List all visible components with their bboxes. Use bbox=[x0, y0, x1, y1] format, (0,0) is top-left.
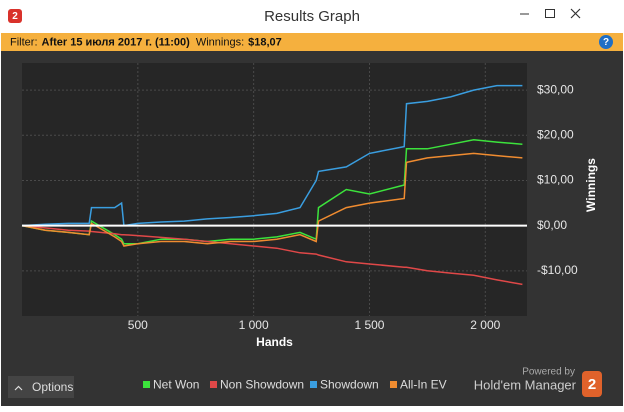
filter-bar bbox=[1, 33, 623, 51]
window-title: Results Graph bbox=[264, 8, 360, 25]
series-line bbox=[21, 152, 523, 247]
close-button[interactable] bbox=[570, 8, 581, 19]
x-tick-label: 1 500 bbox=[354, 318, 384, 332]
filter-value: After 15 июля 2017 г. (11:00) bbox=[42, 36, 191, 48]
legend-label: All-In EV bbox=[400, 378, 447, 392]
x-tick-label: 2 000 bbox=[470, 318, 500, 332]
x-tick-label: 500 bbox=[128, 318, 148, 332]
maximize-button[interactable] bbox=[545, 9, 555, 18]
winnings-value: $18,07 bbox=[248, 36, 282, 48]
legend-swatch bbox=[310, 381, 317, 388]
y-tick-label: $10,00 bbox=[537, 173, 574, 187]
help-button[interactable] bbox=[599, 35, 613, 49]
filter-label: Filter: bbox=[10, 36, 38, 48]
app-logo bbox=[8, 9, 22, 23]
y-tick-label: $20,00 bbox=[537, 127, 574, 141]
legend-label: Showdown bbox=[320, 378, 379, 392]
series-line bbox=[21, 84, 523, 227]
legend-swatch bbox=[143, 381, 150, 388]
legend-swatch bbox=[390, 381, 397, 388]
series-line bbox=[21, 224, 523, 286]
y-tick-label: -$10,00 bbox=[537, 263, 578, 277]
brand-name: Hold'em Manager bbox=[474, 377, 577, 392]
y-axis-label: Winnings bbox=[584, 158, 598, 212]
y-tick-label: $0,00 bbox=[537, 218, 567, 232]
x-axis-label: Hands bbox=[256, 335, 293, 349]
powered-by: Powered by bbox=[522, 367, 575, 378]
help-text: ? bbox=[603, 37, 609, 48]
winnings-label: Winnings: bbox=[196, 36, 244, 48]
plot-area bbox=[22, 63, 527, 316]
brand-logo-text: 2 bbox=[588, 376, 596, 393]
app-logo-text: 2 bbox=[12, 11, 18, 22]
options-button[interactable] bbox=[8, 376, 74, 398]
options-label: Options bbox=[32, 380, 73, 394]
legend-label: Non Showdown bbox=[220, 378, 304, 392]
options-chevron bbox=[14, 385, 23, 391]
y-tick-label: $30,00 bbox=[537, 82, 574, 96]
legend-swatch bbox=[210, 381, 217, 388]
plot bbox=[21, 63, 527, 316]
filter-text: Filter: After 15 июля 2017 г. (11:00) Winn… bbox=[10, 36, 282, 48]
legend-label: Net Won bbox=[153, 378, 199, 392]
brand-logo bbox=[582, 371, 602, 397]
x-tick-label: 1 000 bbox=[239, 318, 269, 332]
